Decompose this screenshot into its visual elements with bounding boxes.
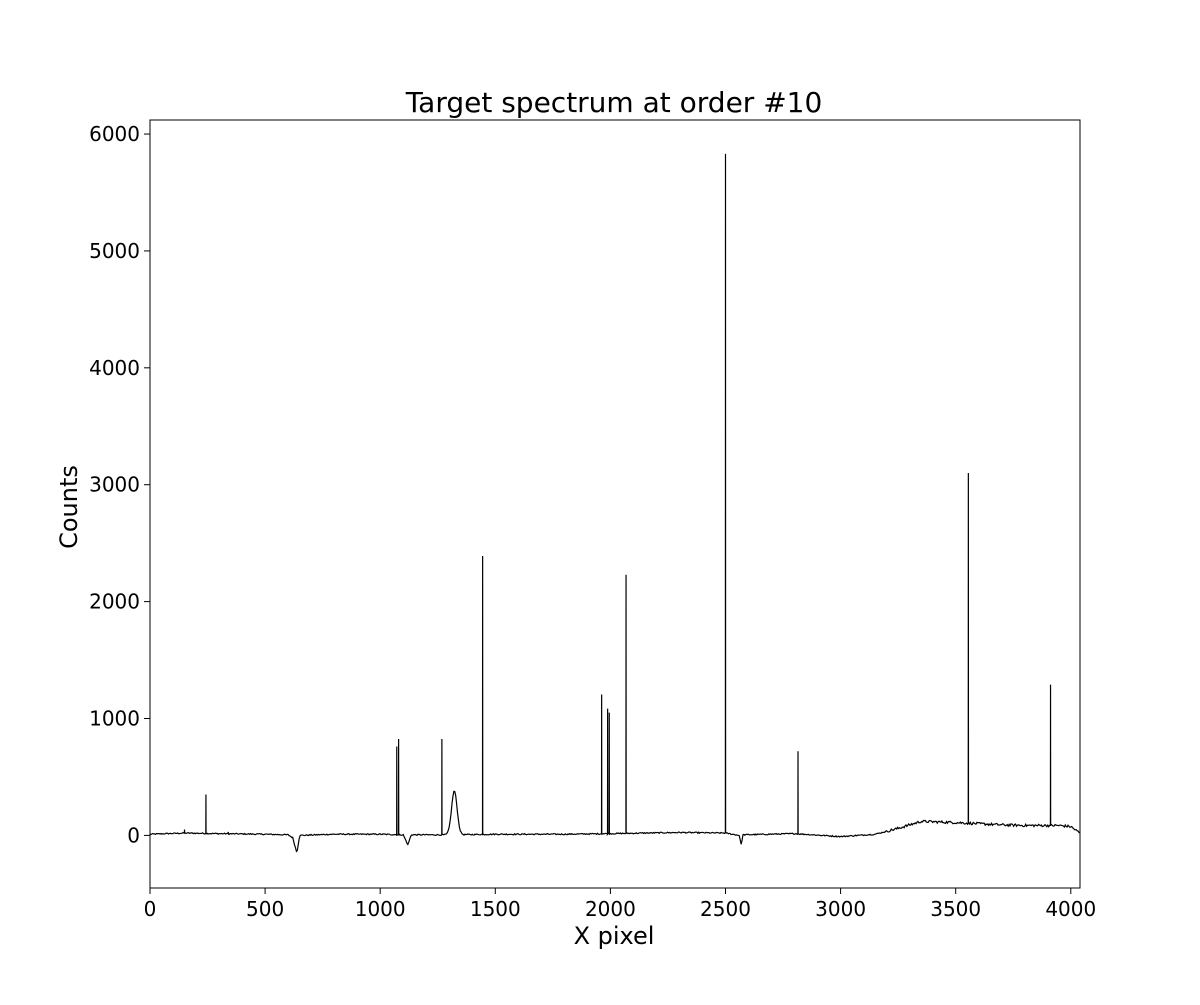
y-tick-label: 0 [127, 823, 140, 847]
spectrum-series-line [150, 153, 1080, 853]
x-tick-label: 0 [144, 897, 157, 921]
x-tick-label: 1500 [470, 897, 521, 921]
x-tick-label: 4000 [1045, 897, 1096, 921]
x-tick-label: 3500 [930, 897, 981, 921]
x-tick-label: 3000 [815, 897, 866, 921]
x-tick-label: 500 [246, 897, 284, 921]
y-tick-label: 2000 [89, 590, 140, 614]
x-axis: 0 500 1000 1500 2000 2500 3000 3500 4000 [144, 888, 1096, 921]
plot-frame [149, 119, 1081, 889]
y-axis-label: Counts [55, 465, 83, 549]
y-tick-label: 4000 [89, 356, 140, 380]
y-tick-label: 6000 [89, 122, 140, 146]
x-tick-label: 1000 [355, 897, 406, 921]
x-axis-label: X pixel [574, 922, 655, 950]
y-tick-label: 5000 [89, 239, 140, 263]
x-tick-label: 2000 [585, 897, 636, 921]
y-tick-label: 1000 [89, 707, 140, 731]
y-axis: 0 1000 2000 3000 4000 5000 6000 [89, 122, 150, 847]
x-tick-label: 2500 [700, 897, 751, 921]
chart-title: Target spectrum at order #10 [405, 86, 823, 119]
y-tick-label: 3000 [89, 473, 140, 497]
